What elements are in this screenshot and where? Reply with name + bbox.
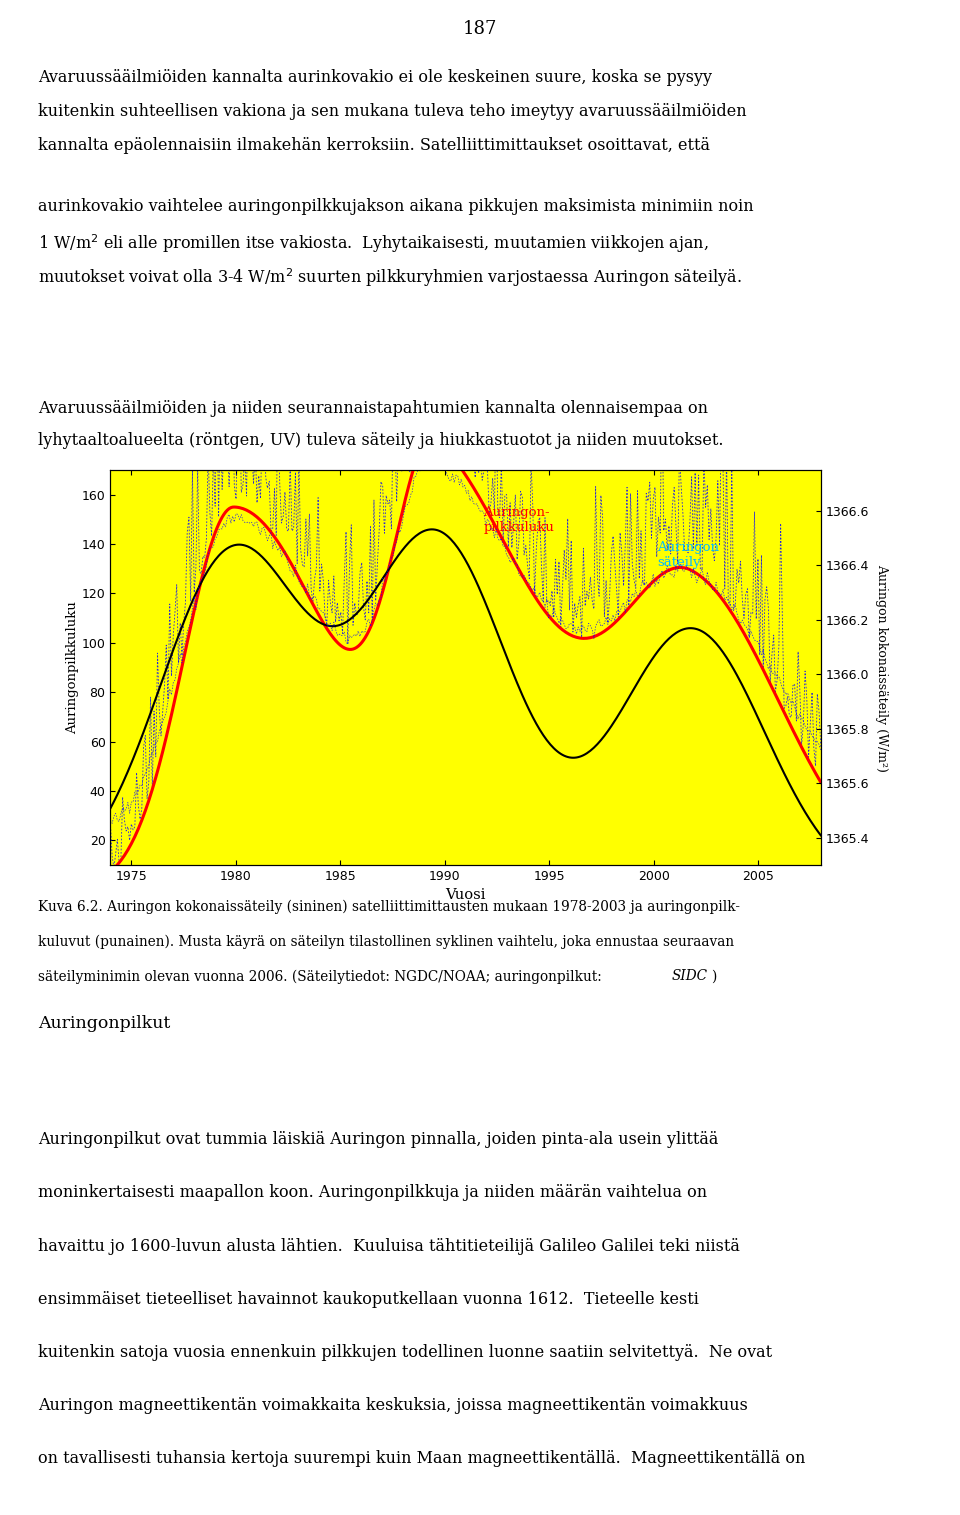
Text: Auringon
säteily: Auringon säteily (658, 541, 719, 570)
Text: Auringonpilkut ovat tummia läiskiä Auringon pinnalla, joiden pinta-ala usein yli: Auringonpilkut ovat tummia läiskiä Aurin… (38, 1132, 719, 1148)
Text: Avaruussääilmiöiden ja niiden seurannaistapahtumien kannalta olennaisempaa on: Avaruussääilmiöiden ja niiden seurannais… (38, 400, 708, 417)
Text: on tavallisesti tuhansia kertoja suurempi kuin Maan magneettikentällä.  Magneett: on tavallisesti tuhansia kertoja suuremp… (38, 1450, 805, 1467)
Text: havaittu jo 1600-luvun alusta lähtien.  Kuuluisa tähtitieteilijä Galileo Galilei: havaittu jo 1600-luvun alusta lähtien. K… (38, 1238, 740, 1254)
Text: moninkertaisesti maapallon koon. Auringonpilkkuja ja niiden määrän vaihtelua on: moninkertaisesti maapallon koon. Auringo… (38, 1185, 708, 1201)
Text: Auringon-
pilkkuluku: Auringon- pilkkuluku (484, 506, 554, 533)
Text: kuitenkin suhteellisen vakiona ja sen mukana tuleva teho imeytyy avaruussääilmiö: kuitenkin suhteellisen vakiona ja sen mu… (38, 103, 747, 120)
Y-axis label: Auringonpilkkuluku: Auringonpilkkuluku (66, 601, 79, 733)
Text: Kuva 6.2. Auringon kokonaissäteily (sininen) satelliittimittausten mukaan 1978-2: Kuva 6.2. Auringon kokonaissäteily (sini… (38, 900, 740, 915)
Text: kannalta epäolennaisiin ilmakehän kerroksiin. Satelliittimittaukset osoittavat, : kannalta epäolennaisiin ilmakehän kerrok… (38, 136, 710, 155)
Y-axis label: Auringon kokonaissäteily (W/m²): Auringon kokonaissäteily (W/m²) (875, 564, 888, 771)
Text: kuitenkin satoja vuosia ennenkuin pilkkujen todellinen luonne saatiin selvitetty: kuitenkin satoja vuosia ennenkuin pilkku… (38, 1344, 773, 1360)
X-axis label: Vuosi: Vuosi (445, 888, 486, 903)
Text: ensimmäiset tieteelliset havainnot kaukoputkellaan vuonna 1612.  Tieteelle kesti: ensimmäiset tieteelliset havainnot kauko… (38, 1291, 699, 1307)
Text: Auringon magneettikentän voimakkaita keskuksia, joissa magneettikentän voimakkuu: Auringon magneettikentän voimakkaita kes… (38, 1397, 748, 1413)
Text: muutokset voivat olla 3-4 W/m$^{2}$ suurten pilkkuryhmien varjostaessa Auringon : muutokset voivat olla 3-4 W/m$^{2}$ suur… (38, 267, 742, 289)
Text: 187: 187 (463, 20, 497, 38)
Text: Auringonpilkut: Auringonpilkut (38, 1015, 171, 1032)
Text: Avaruussääilmiöiden kannalta aurinkovakio ei ole keskeinen suure, koska se pysyy: Avaruussääilmiöiden kannalta aurinkovaki… (38, 68, 712, 86)
Text: aurinkovakio vaihtelee auringonpilkkujakson aikana pikkujen maksimista minimiin : aurinkovakio vaihtelee auringonpilkkujak… (38, 198, 754, 215)
Text: lyhytaaltoalueelta (röntgen, UV) tuleva säteily ja hiukkastuotot ja niiden muuto: lyhytaaltoalueelta (röntgen, UV) tuleva … (38, 432, 724, 450)
Text: kuluvut (punainen). Musta käyrä on säteilyn tilastollinen syklinen vaihtelu, jok: kuluvut (punainen). Musta käyrä on sätei… (38, 935, 734, 948)
Text: 1 W/m$^{2}$ eli alle promillen itse vakiosta.  Lyhytaikaisesti, muutamien viikko: 1 W/m$^{2}$ eli alle promillen itse vaki… (38, 232, 709, 255)
Text: ): ) (711, 970, 717, 983)
Text: SIDC: SIDC (672, 970, 708, 983)
Text: säteilyminimin olevan vuonna 2006. (Säteilytiedot: NGDC/NOAA; auringonpilkut:: säteilyminimin olevan vuonna 2006. (Säte… (38, 970, 607, 983)
